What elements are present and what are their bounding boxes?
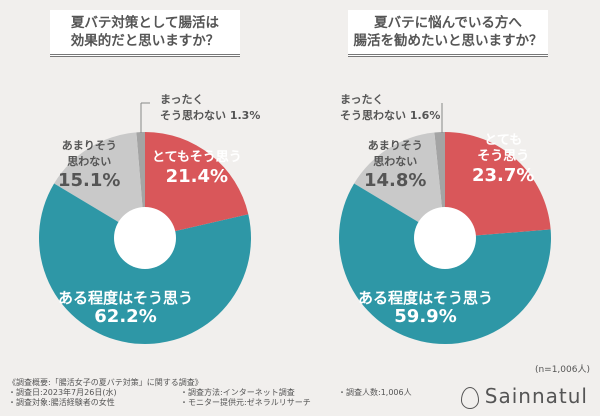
donut-hole [114, 207, 176, 269]
label-very-left: とてもそう思う 21.4% [152, 150, 242, 188]
t: そう思わない [340, 109, 406, 122]
t: 思わない [373, 155, 418, 168]
t: あまりそう [61, 139, 117, 152]
survey-footer: 《調査概要:「腸活女子の夏バテ対策」に関する調査》 ・調査日:2023年7月26… [0, 375, 600, 416]
chart-title-right: 夏バテに悩んでいる方へ腸活を勧めたいと思いますか？ [348, 10, 548, 57]
t: ある程度はそう思う [358, 289, 494, 307]
title-line: 腸活を勧めたいと思いますか？ [353, 33, 543, 49]
title-line: 夏バテに悩んでいる方へ [374, 15, 522, 31]
title-line: 効果的だと思いますか？ [70, 33, 220, 49]
survey-target: ・調査対象:腸活経験者の女性 [8, 398, 115, 407]
label-some-left: ある程度はそう思う 62.2% [58, 290, 193, 328]
t: とてもそう思う [152, 150, 242, 165]
t: 思わない [67, 155, 112, 168]
survey-monitor: ・モニター提供元:ゼネラルリサーチ [180, 398, 311, 407]
pct: 1.3% [229, 109, 261, 122]
pct: 1.6% [409, 109, 441, 122]
t: そう思う [477, 149, 530, 164]
label-very-right: とても そう思う 23.7% [472, 133, 534, 187]
drop-icon [460, 386, 479, 409]
pie-slice [445, 132, 551, 238]
pie-slice [54, 132, 145, 238]
donut-hole [414, 207, 476, 269]
logo-text: Sainnatul [484, 384, 588, 408]
label-not-right: あまりそう思わない 14.8% [364, 138, 426, 192]
t: まったく [160, 93, 204, 106]
t: あまりそう [367, 139, 423, 152]
t: とても [484, 133, 523, 148]
t: まったく [340, 93, 384, 106]
pct: 14.8% [364, 170, 427, 191]
pct: 59.9% [394, 306, 457, 327]
t: ある程度はそう思う [58, 289, 194, 307]
chart-title-left: 夏バテ対策として腸活は 効果的だと思いますか？ [50, 10, 240, 57]
label-none-right: まったくそう思わない 1.6% [340, 92, 440, 124]
pct: 62.2% [94, 306, 157, 327]
sample-size: (n=1,006人) [534, 365, 590, 375]
t: そう思わない [160, 109, 226, 122]
survey-method: ・調査方法:インターネット調査 [180, 388, 295, 397]
pct: 15.1% [58, 170, 121, 191]
label-none-left: まったくそう思わない 1.3% [160, 92, 260, 124]
label-some-right: ある程度はそう思う 59.9% [358, 290, 493, 328]
pct: 21.4% [165, 166, 229, 187]
brand-logo: Sainnatul [460, 384, 588, 409]
survey-summary: 《調査概要:「腸活女子の夏バテ対策」に関する調査》 [8, 378, 203, 387]
survey-date: ・調査日:2023年7月26日(水) [8, 388, 117, 397]
label-not-left: あまりそう思わない 15.1% [58, 138, 120, 192]
title-line: 夏バテ対策として腸活は [70, 15, 220, 31]
pie-slice [354, 132, 445, 238]
survey-count: ・調査人数:1,006人 [338, 388, 412, 397]
pct: 23.7% [472, 165, 535, 186]
pie-slice [145, 132, 249, 238]
